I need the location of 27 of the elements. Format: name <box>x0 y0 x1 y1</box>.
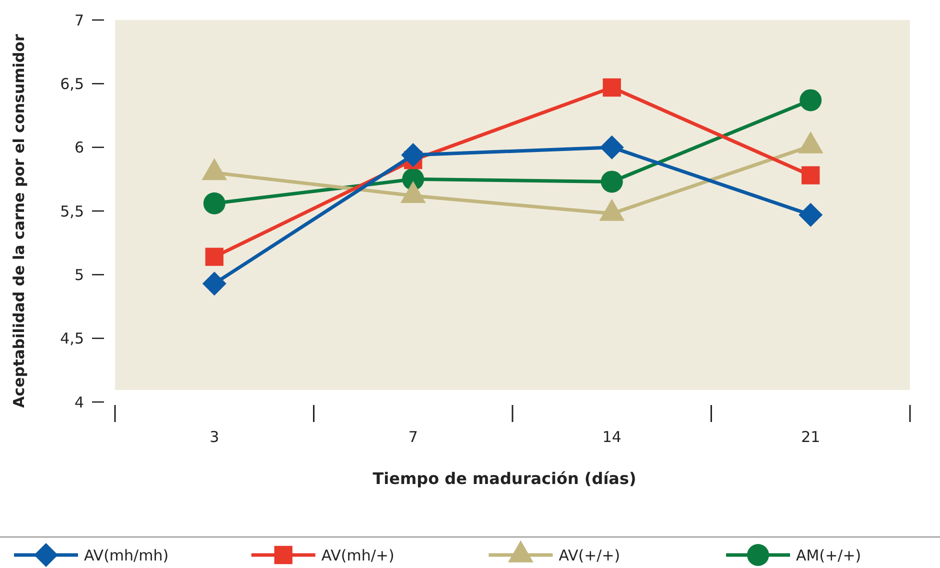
x-tick-label: 7 <box>408 428 418 446</box>
point <box>401 142 426 167</box>
y-tick-label: 6,5 <box>60 74 84 93</box>
y-tick-label: 6 <box>74 138 84 157</box>
legend-label: AV(mh/mh) <box>84 546 169 564</box>
y-tick-label: 7 <box>74 11 84 30</box>
x-axis-title: Tiempo de maduración (días) <box>372 469 636 488</box>
x-tick-label: 21 <box>801 428 820 446</box>
point <box>600 170 623 193</box>
point <box>800 89 822 112</box>
y-tick-label: 5,5 <box>60 202 84 220</box>
y-tick-label: 4 <box>74 393 84 412</box>
point <box>600 135 624 160</box>
legend-label: AV(+/+) <box>558 546 620 564</box>
y-tick-label: 4,5 <box>60 330 84 348</box>
x-tick-label: 14 <box>602 428 622 446</box>
legend-label: AV(mh/+) <box>321 546 394 564</box>
point <box>798 202 823 227</box>
y-axis-title: Aceptabilidad de la carne por el consumidor <box>10 34 28 408</box>
point <box>203 192 226 214</box>
point <box>205 248 224 266</box>
point <box>802 166 820 184</box>
y-tick-label: 5 <box>74 266 84 284</box>
legend-label: AM(+/+) <box>796 546 862 564</box>
point <box>602 78 621 97</box>
x-tick-label: 3 <box>210 428 220 446</box>
point <box>202 272 226 296</box>
